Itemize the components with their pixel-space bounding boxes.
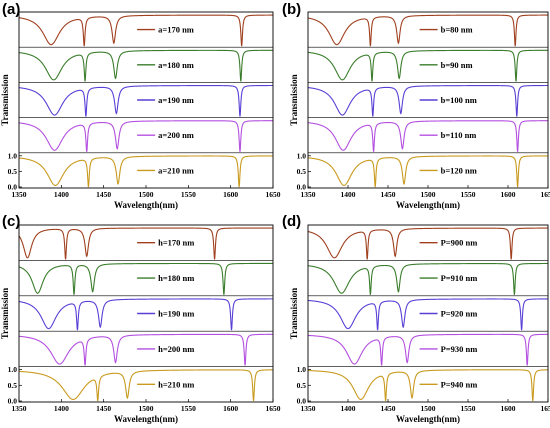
- series-line: [18, 84, 273, 117]
- series-line: [307, 49, 548, 82]
- chart-panel: (b) b=80 nm b=90 nm b=100 nm b=110 nm b=120 n…: [282, 1, 550, 210]
- y-tick-label: 0.0: [297, 183, 307, 192]
- legend-label: b=100 nm: [441, 95, 477, 105]
- y-tick-label: 1.0: [297, 151, 307, 160]
- legend-label: a=180 nm: [158, 60, 194, 70]
- y-tick-label: 1.0: [297, 365, 307, 374]
- series-line: [307, 262, 548, 295]
- series-line: [307, 227, 548, 260]
- legend-label: P=930 nm: [441, 344, 478, 354]
- series-line: [307, 333, 548, 366]
- x-tick-label: 1450: [381, 404, 396, 413]
- legend-label: P=940 nm: [441, 379, 478, 389]
- chart-panel: (a) a=170 nm a=180 nm a=190 nm a=200 nm a=210…: [0, 1, 281, 210]
- legend-label: a=210 nm: [158, 165, 194, 175]
- legend-label: a=200 nm: [158, 130, 194, 140]
- x-tick-label: 1450: [96, 190, 111, 199]
- x-tick-label: 1350: [12, 190, 27, 199]
- x-tick-label: 1600: [223, 404, 238, 413]
- x-axis-title: Wavelength(nm): [114, 414, 178, 424]
- series-line: [307, 369, 548, 402]
- x-tick-label: 1650: [266, 190, 281, 199]
- series-line: [307, 14, 548, 47]
- series-line: [18, 262, 273, 295]
- x-tick-label: 1650: [266, 404, 281, 413]
- legend-label: b=110 nm: [441, 130, 477, 140]
- series-line: [307, 84, 548, 117]
- x-tick-label: 1650: [541, 404, 550, 413]
- series-line: [18, 298, 273, 331]
- legend-label: h=180 nm: [158, 273, 194, 283]
- y-tick-label: 0.5: [297, 381, 307, 390]
- x-axis-title: Wavelength(nm): [114, 200, 178, 210]
- legend-label: b=90 nm: [441, 60, 473, 70]
- x-tick-label: 1600: [501, 190, 516, 199]
- legend-label: P=900 nm: [441, 238, 478, 248]
- x-tick-label: 1400: [341, 404, 356, 413]
- legend-label: h=190 nm: [158, 309, 194, 319]
- y-axis-title: Transmission: [289, 288, 299, 339]
- x-tick-label: 1550: [461, 404, 476, 413]
- y-axis-title: Transmission: [289, 74, 299, 125]
- panel-label: (c): [2, 213, 20, 230]
- panel-label: (d): [282, 213, 301, 230]
- x-tick-label: 1400: [341, 190, 356, 199]
- y-tick-label: 1.0: [8, 365, 18, 374]
- legend-label: a=170 nm: [158, 25, 194, 35]
- x-tick-label: 1550: [461, 190, 476, 199]
- legend-label: h=210 nm: [158, 379, 194, 389]
- legend-label: b=80 nm: [441, 25, 473, 35]
- x-axis-title: Wavelength(nm): [396, 414, 460, 424]
- x-tick-label: 1500: [421, 190, 436, 199]
- x-tick-label: 1500: [139, 404, 154, 413]
- y-tick-label: 0.0: [8, 397, 18, 406]
- x-tick-label: 1500: [139, 190, 154, 199]
- panel-label: (a): [2, 1, 20, 18]
- y-tick-label: 0.5: [297, 167, 307, 176]
- x-tick-label: 1400: [54, 190, 69, 199]
- legend-label: P=910 nm: [441, 273, 478, 283]
- series-line: [18, 120, 273, 152]
- chart-panel: (c) h=170 nm h=180 nm h=190 nm h=200 nm h=210…: [0, 213, 281, 424]
- legend-label: b=120 nm: [441, 165, 477, 175]
- y-tick-label: 0.5: [8, 381, 18, 390]
- series-line: [18, 14, 273, 47]
- x-tick-label: 1500: [421, 404, 436, 413]
- y-tick-label: 0.0: [297, 397, 307, 406]
- legend-label: P=920 nm: [441, 309, 478, 319]
- x-tick-label: 1350: [301, 190, 316, 199]
- x-tick-label: 1550: [181, 190, 196, 199]
- y-axis-title: Transmission: [0, 288, 10, 339]
- x-tick-label: 1350: [12, 404, 27, 413]
- y-tick-label: 1.0: [8, 151, 18, 160]
- legend-label: h=200 nm: [158, 344, 194, 354]
- series-line: [307, 120, 548, 152]
- series-line: [307, 298, 548, 331]
- y-axis-title: Transmission: [0, 74, 10, 125]
- x-tick-label: 1650: [541, 190, 550, 199]
- series-line: [18, 369, 273, 402]
- chart-panel: (d) P=900 nm P=910 nm P=920 nm P=930 nm P=940…: [282, 213, 550, 424]
- x-tick-label: 1450: [96, 404, 111, 413]
- series-line: [307, 155, 548, 188]
- x-tick-label: 1600: [223, 190, 238, 199]
- series-line: [18, 155, 273, 188]
- panel-label: (b): [282, 1, 301, 18]
- x-tick-label: 1550: [181, 404, 196, 413]
- y-tick-label: 0.0: [8, 183, 18, 192]
- series-line: [18, 333, 273, 366]
- y-tick-label: 0.5: [8, 167, 18, 176]
- series-line: [18, 49, 273, 82]
- series-line: [18, 227, 273, 260]
- x-axis-title: Wavelength(nm): [396, 200, 460, 210]
- x-tick-label: 1450: [381, 190, 396, 199]
- x-tick-label: 1400: [54, 404, 69, 413]
- x-tick-label: 1600: [501, 404, 516, 413]
- legend-label: h=170 nm: [158, 238, 194, 248]
- x-tick-label: 1350: [301, 404, 316, 413]
- legend-label: a=190 nm: [158, 95, 194, 105]
